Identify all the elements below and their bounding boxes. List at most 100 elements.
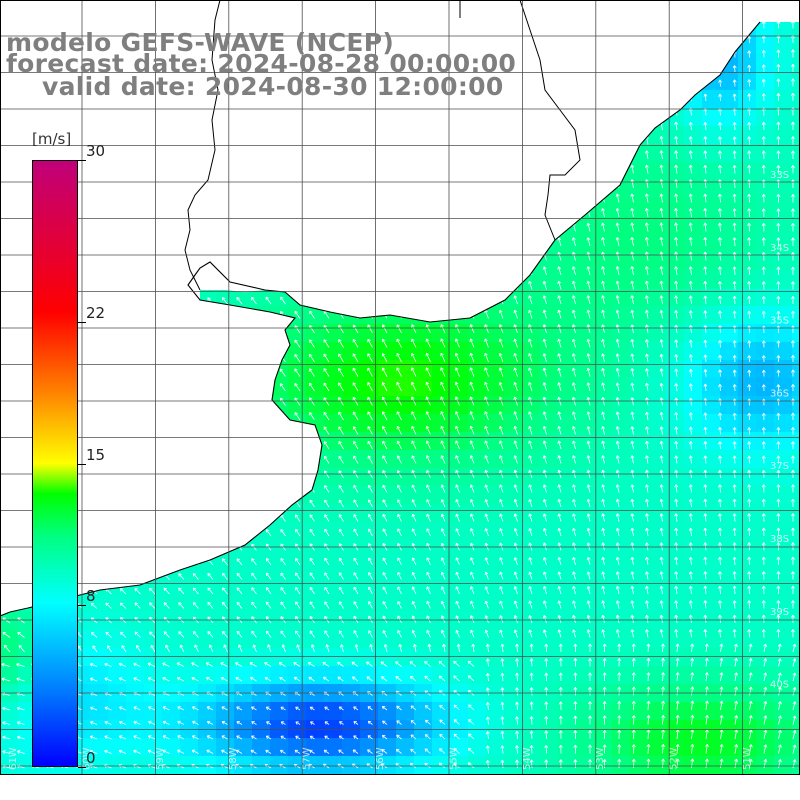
field-cell <box>234 558 253 577</box>
field-cell <box>360 504 379 523</box>
field-cell <box>774 738 793 757</box>
field-cell <box>378 612 397 631</box>
field-cell <box>234 594 253 613</box>
field-cell <box>630 342 649 361</box>
field-cell <box>774 486 793 505</box>
field-cell <box>792 594 800 613</box>
field-cell <box>630 738 649 757</box>
longitude-label: 54W <box>522 747 533 770</box>
wind-vector <box>776 121 781 131</box>
field-cell <box>324 324 343 343</box>
field-cell <box>324 504 343 523</box>
wind-vector <box>747 150 752 160</box>
field-cell <box>738 108 757 127</box>
field-cell <box>774 702 793 721</box>
field-cell <box>216 648 235 667</box>
field-cell <box>504 378 523 397</box>
field-cell <box>576 378 595 397</box>
field-cell <box>702 216 721 235</box>
field-cell <box>360 576 379 595</box>
field-cell <box>504 558 523 577</box>
field-cell <box>486 522 505 541</box>
field-cell <box>306 522 325 541</box>
field-cell <box>702 288 721 307</box>
wind-vector <box>761 121 766 131</box>
wind-vector <box>703 150 708 160</box>
field-cell <box>468 738 487 757</box>
field-cell <box>612 342 631 361</box>
field-cell <box>558 612 577 631</box>
field-cell <box>612 648 631 667</box>
field-cell <box>360 522 379 541</box>
field-cell <box>504 342 523 361</box>
field-cell <box>666 324 685 343</box>
wind-vector <box>688 136 693 145</box>
field-cell <box>540 306 559 325</box>
field-cell <box>126 756 145 775</box>
field-cell <box>756 468 775 487</box>
latitude-label: 39S <box>770 607 789 618</box>
field-cell <box>558 576 577 595</box>
field-cell <box>432 504 451 523</box>
wind-vector <box>703 122 708 131</box>
field-cell <box>198 594 217 613</box>
field-cell <box>738 486 757 505</box>
field-cell <box>486 450 505 469</box>
field-cell <box>558 342 577 361</box>
field-cell <box>792 756 800 775</box>
field-cell <box>90 594 109 613</box>
field-cell <box>630 252 649 271</box>
field-cell <box>90 702 109 721</box>
longitude-label: 59W <box>155 747 166 770</box>
field-cell <box>720 198 739 217</box>
field-cell <box>432 540 451 559</box>
field-cell <box>360 648 379 667</box>
field-cell <box>684 180 703 199</box>
field-cell <box>306 342 325 361</box>
field-cell <box>576 288 595 307</box>
field-cell <box>648 612 667 631</box>
wind-vector <box>718 79 723 87</box>
field-cell <box>162 666 181 685</box>
field-cell <box>486 576 505 595</box>
wind-vector <box>732 150 737 160</box>
field-cell <box>666 216 685 235</box>
field-cell <box>450 666 469 685</box>
field-cell <box>540 522 559 541</box>
field-cell <box>612 216 631 235</box>
field-cell <box>486 612 505 631</box>
field-cell <box>540 738 559 757</box>
field-cell <box>198 576 217 595</box>
field-cell <box>396 468 415 487</box>
field-cell <box>18 702 37 721</box>
field-cell <box>288 540 307 559</box>
field-cell <box>702 756 721 775</box>
field-cell <box>648 324 667 343</box>
field-cell <box>576 270 595 289</box>
wind-vector <box>761 150 766 160</box>
field-cell <box>252 288 271 307</box>
field-cell <box>648 666 667 685</box>
field-cell <box>108 594 127 613</box>
field-cell <box>288 648 307 667</box>
field-cell <box>666 234 685 253</box>
field-cell <box>558 378 577 397</box>
field-cell <box>666 576 685 595</box>
field-cell <box>522 486 541 505</box>
field-cell <box>0 612 19 631</box>
field-cell <box>666 432 685 451</box>
field-cell <box>378 522 397 541</box>
field-cell <box>450 522 469 541</box>
field-cell <box>198 648 217 667</box>
field-cell <box>612 486 631 505</box>
field-cell <box>540 666 559 685</box>
field-cell <box>702 450 721 469</box>
field-cell <box>702 144 721 163</box>
wind-vector <box>776 22 781 29</box>
wind-vector <box>703 164 708 174</box>
field-cell <box>162 612 181 631</box>
field-cell <box>324 630 343 649</box>
wind-vector <box>659 150 664 160</box>
field-cell <box>270 522 289 541</box>
field-cell <box>144 594 163 613</box>
